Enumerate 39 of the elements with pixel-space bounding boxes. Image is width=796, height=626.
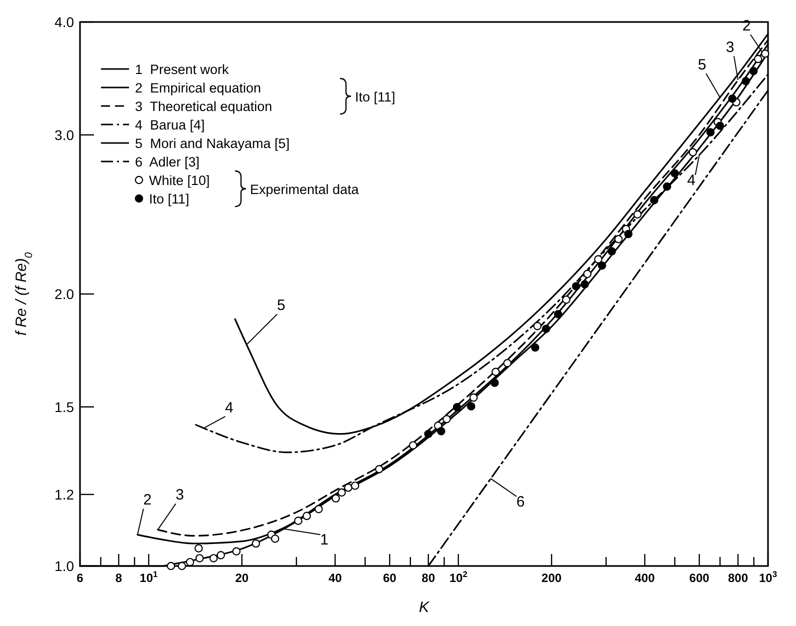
x-tick-label: 60 [382, 571, 397, 585]
x-tick-label: 600 [689, 571, 710, 585]
x-tick-label: 20 [235, 571, 249, 585]
x-tick-label: 80 [422, 571, 436, 585]
x-axis-title: K [418, 599, 430, 616]
x-tick-label: 800 [728, 571, 748, 585]
annotation: 5 [277, 297, 286, 314]
legend-label: 3 Theoretical equation [135, 99, 272, 114]
y-tick-label: 1.5 [54, 398, 74, 415]
annotation: 2 [143, 492, 152, 509]
x-tick-label: 8 [115, 571, 122, 585]
y-tick-label: 3.0 [54, 126, 74, 143]
legend-label: 5 Mori and Nakayama [5] [135, 136, 290, 151]
annotation: 3 [176, 486, 184, 504]
annotation: 4 [225, 399, 234, 416]
annotation: 1 [320, 532, 328, 549]
legend-label: 1 Present work [135, 62, 230, 77]
legend-label: 6 Adler [3] [135, 154, 200, 170]
x-tick-label: 40 [328, 571, 342, 585]
annotation: Experimental data [250, 182, 360, 197]
x-tick-label: 10$^{1}$ [140, 569, 158, 585]
y-tick-label: 4.0 [54, 14, 74, 30]
annotation: 4 [687, 172, 696, 190]
x-tick-label: 10$^{2}$ [449, 569, 468, 585]
legend-label: 2 Empirical equation [135, 80, 262, 96]
y-tick-label: 1.2 [54, 486, 74, 502]
annotation: Ito [11] [355, 89, 396, 104]
y-tick-label: 2.0 [54, 286, 74, 302]
annotation: 3 [726, 39, 734, 56]
x-tick-label: 200 [542, 571, 562, 585]
annotation: 6 [516, 493, 525, 510]
y-tick-label: 1.0 [54, 558, 74, 574]
annotation: 5 [698, 56, 706, 74]
legend-label: White [10] [149, 173, 210, 188]
legend-label: 4 Barua [4] [135, 118, 205, 132]
x-tick-label: 6 [76, 571, 84, 585]
x-tick-label: 400 [634, 571, 656, 585]
x-tick-label: 10$^{3}$ [758, 569, 778, 585]
legend-label: Ito [11] [149, 192, 190, 206]
